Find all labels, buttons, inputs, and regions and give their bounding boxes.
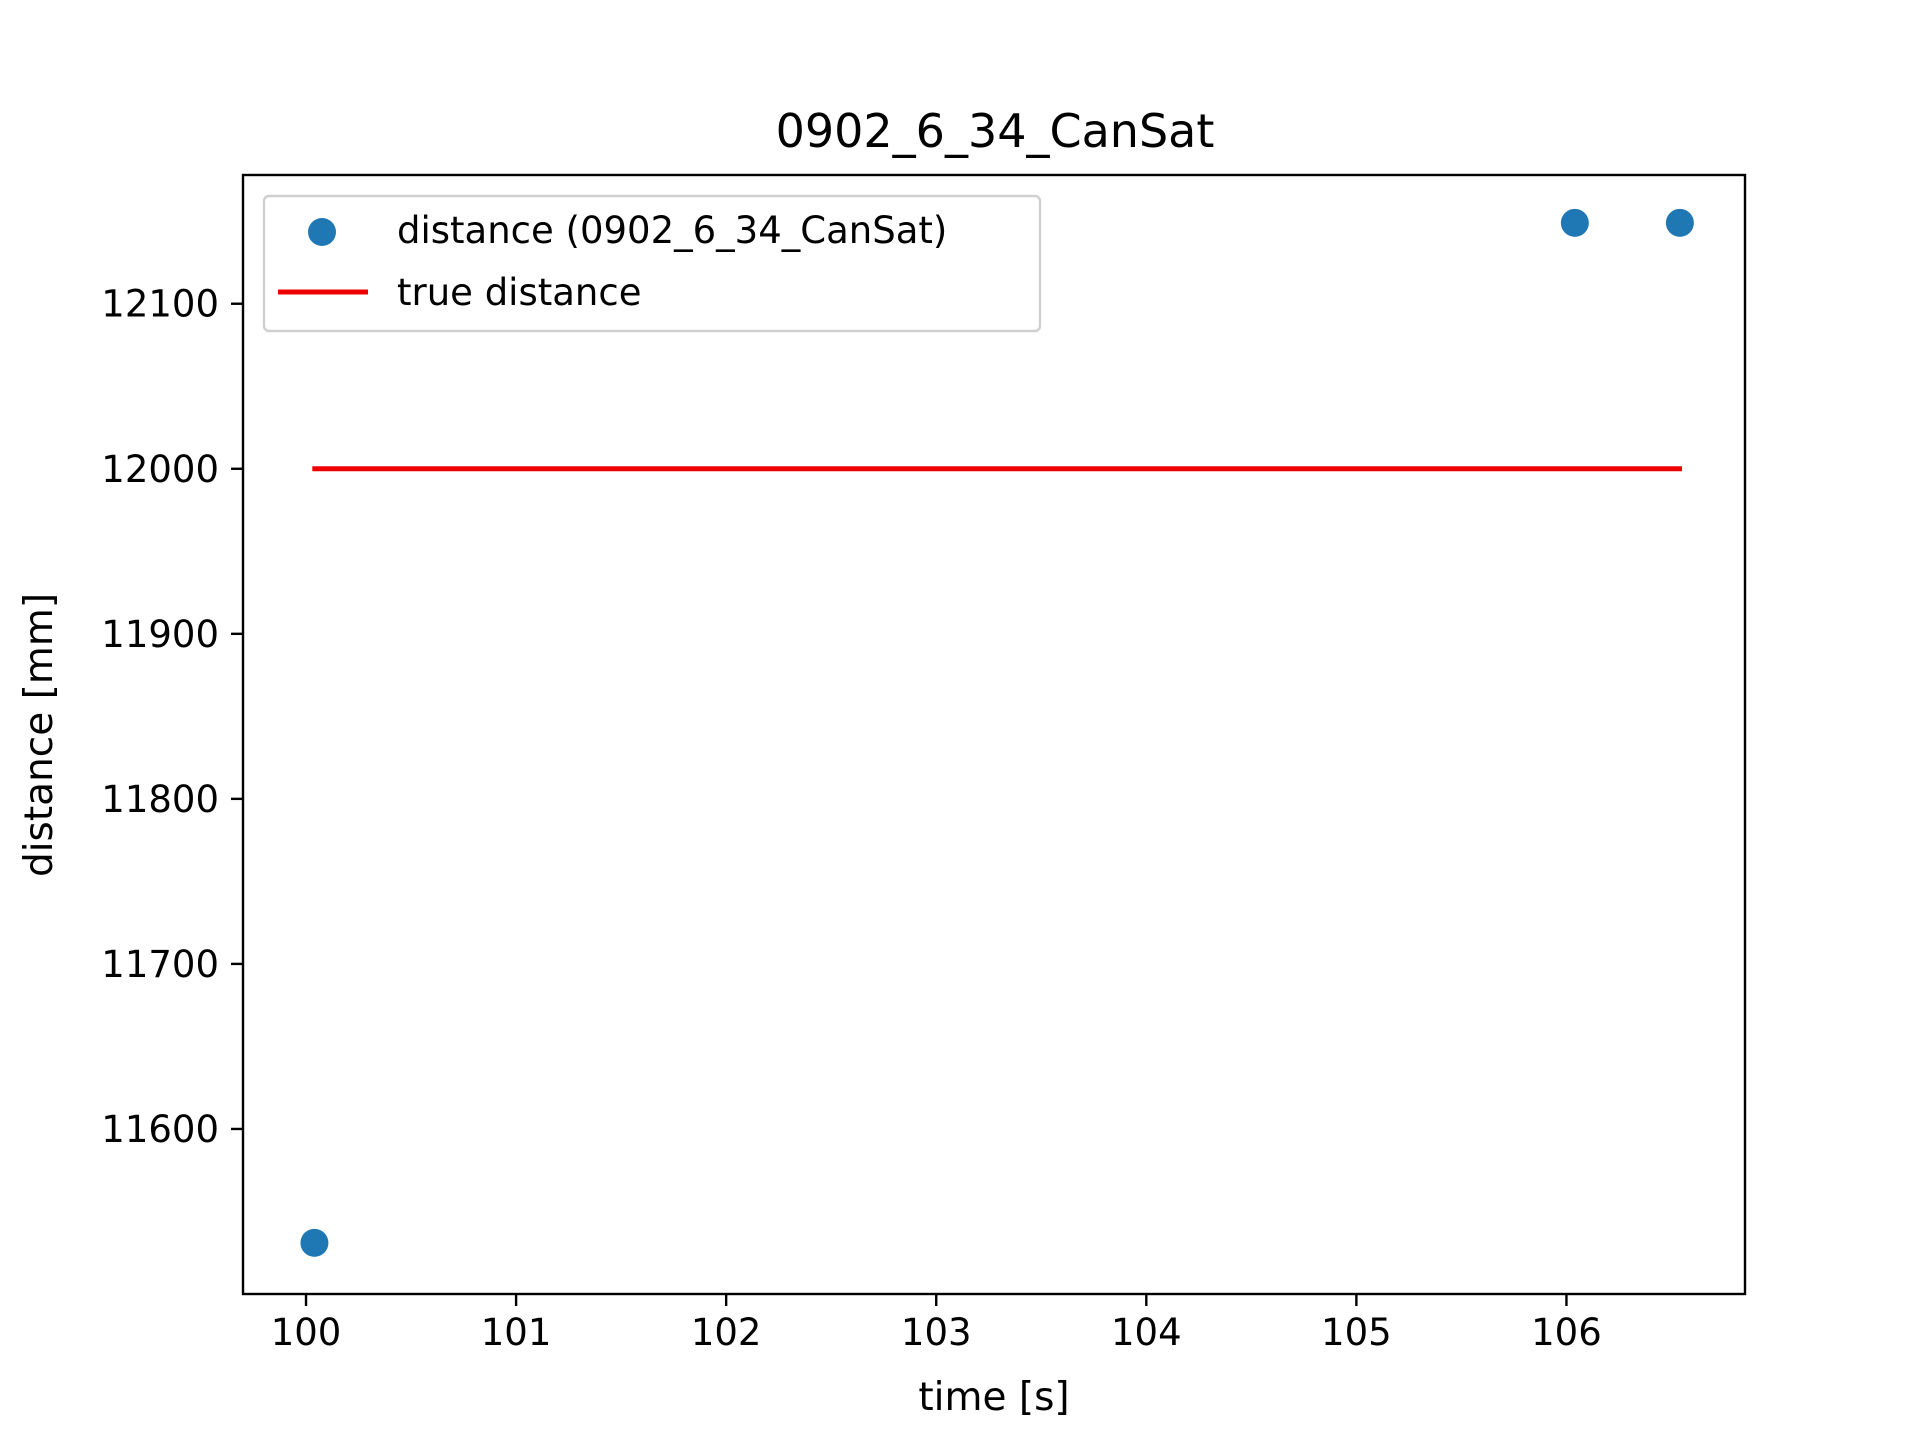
x-tick-label: 104 xyxy=(1111,1311,1182,1354)
x-tick-label: 102 xyxy=(691,1311,762,1354)
x-tick-label: 106 xyxy=(1531,1311,1602,1354)
legend-box xyxy=(262,194,1042,333)
x-tick-label: 103 xyxy=(901,1311,972,1354)
y-tick-label: 12100 xyxy=(101,283,219,326)
distance-point xyxy=(1665,208,1694,237)
y-tick-label: 11700 xyxy=(101,943,219,986)
distance-point xyxy=(1560,208,1589,237)
y-tick-label: 11600 xyxy=(101,1108,219,1151)
y-axis-label: distance [mm] xyxy=(17,593,62,877)
y-tick-label: 11800 xyxy=(101,778,219,821)
distance-point xyxy=(300,1228,329,1257)
chart-title: 0902_6_34_CanSat xyxy=(776,104,1215,158)
y-axis: 11600 11700 11800 11900 12000 12100 xyxy=(101,283,243,1151)
legend-label-distance: distance (0902_6_34_CanSat) xyxy=(397,209,947,252)
x-tick-label: 100 xyxy=(271,1311,342,1354)
plot-area xyxy=(300,208,1694,1257)
legend: distance (0902_6_34_CanSat) true distanc… xyxy=(262,194,1042,333)
legend-scatter-marker xyxy=(308,218,336,246)
axes-frame xyxy=(241,173,1747,1296)
legend-label-true-distance: true distance xyxy=(397,271,641,314)
y-tick-label: 11900 xyxy=(101,613,219,656)
y-tick-label: 12000 xyxy=(101,448,219,491)
x-axis: 100 101 102 103 104 105 106 xyxy=(271,1294,1602,1354)
x-axis-label: time [s] xyxy=(918,1375,1069,1420)
x-tick-label: 105 xyxy=(1321,1311,1392,1354)
x-tick-label: 101 xyxy=(481,1311,552,1354)
